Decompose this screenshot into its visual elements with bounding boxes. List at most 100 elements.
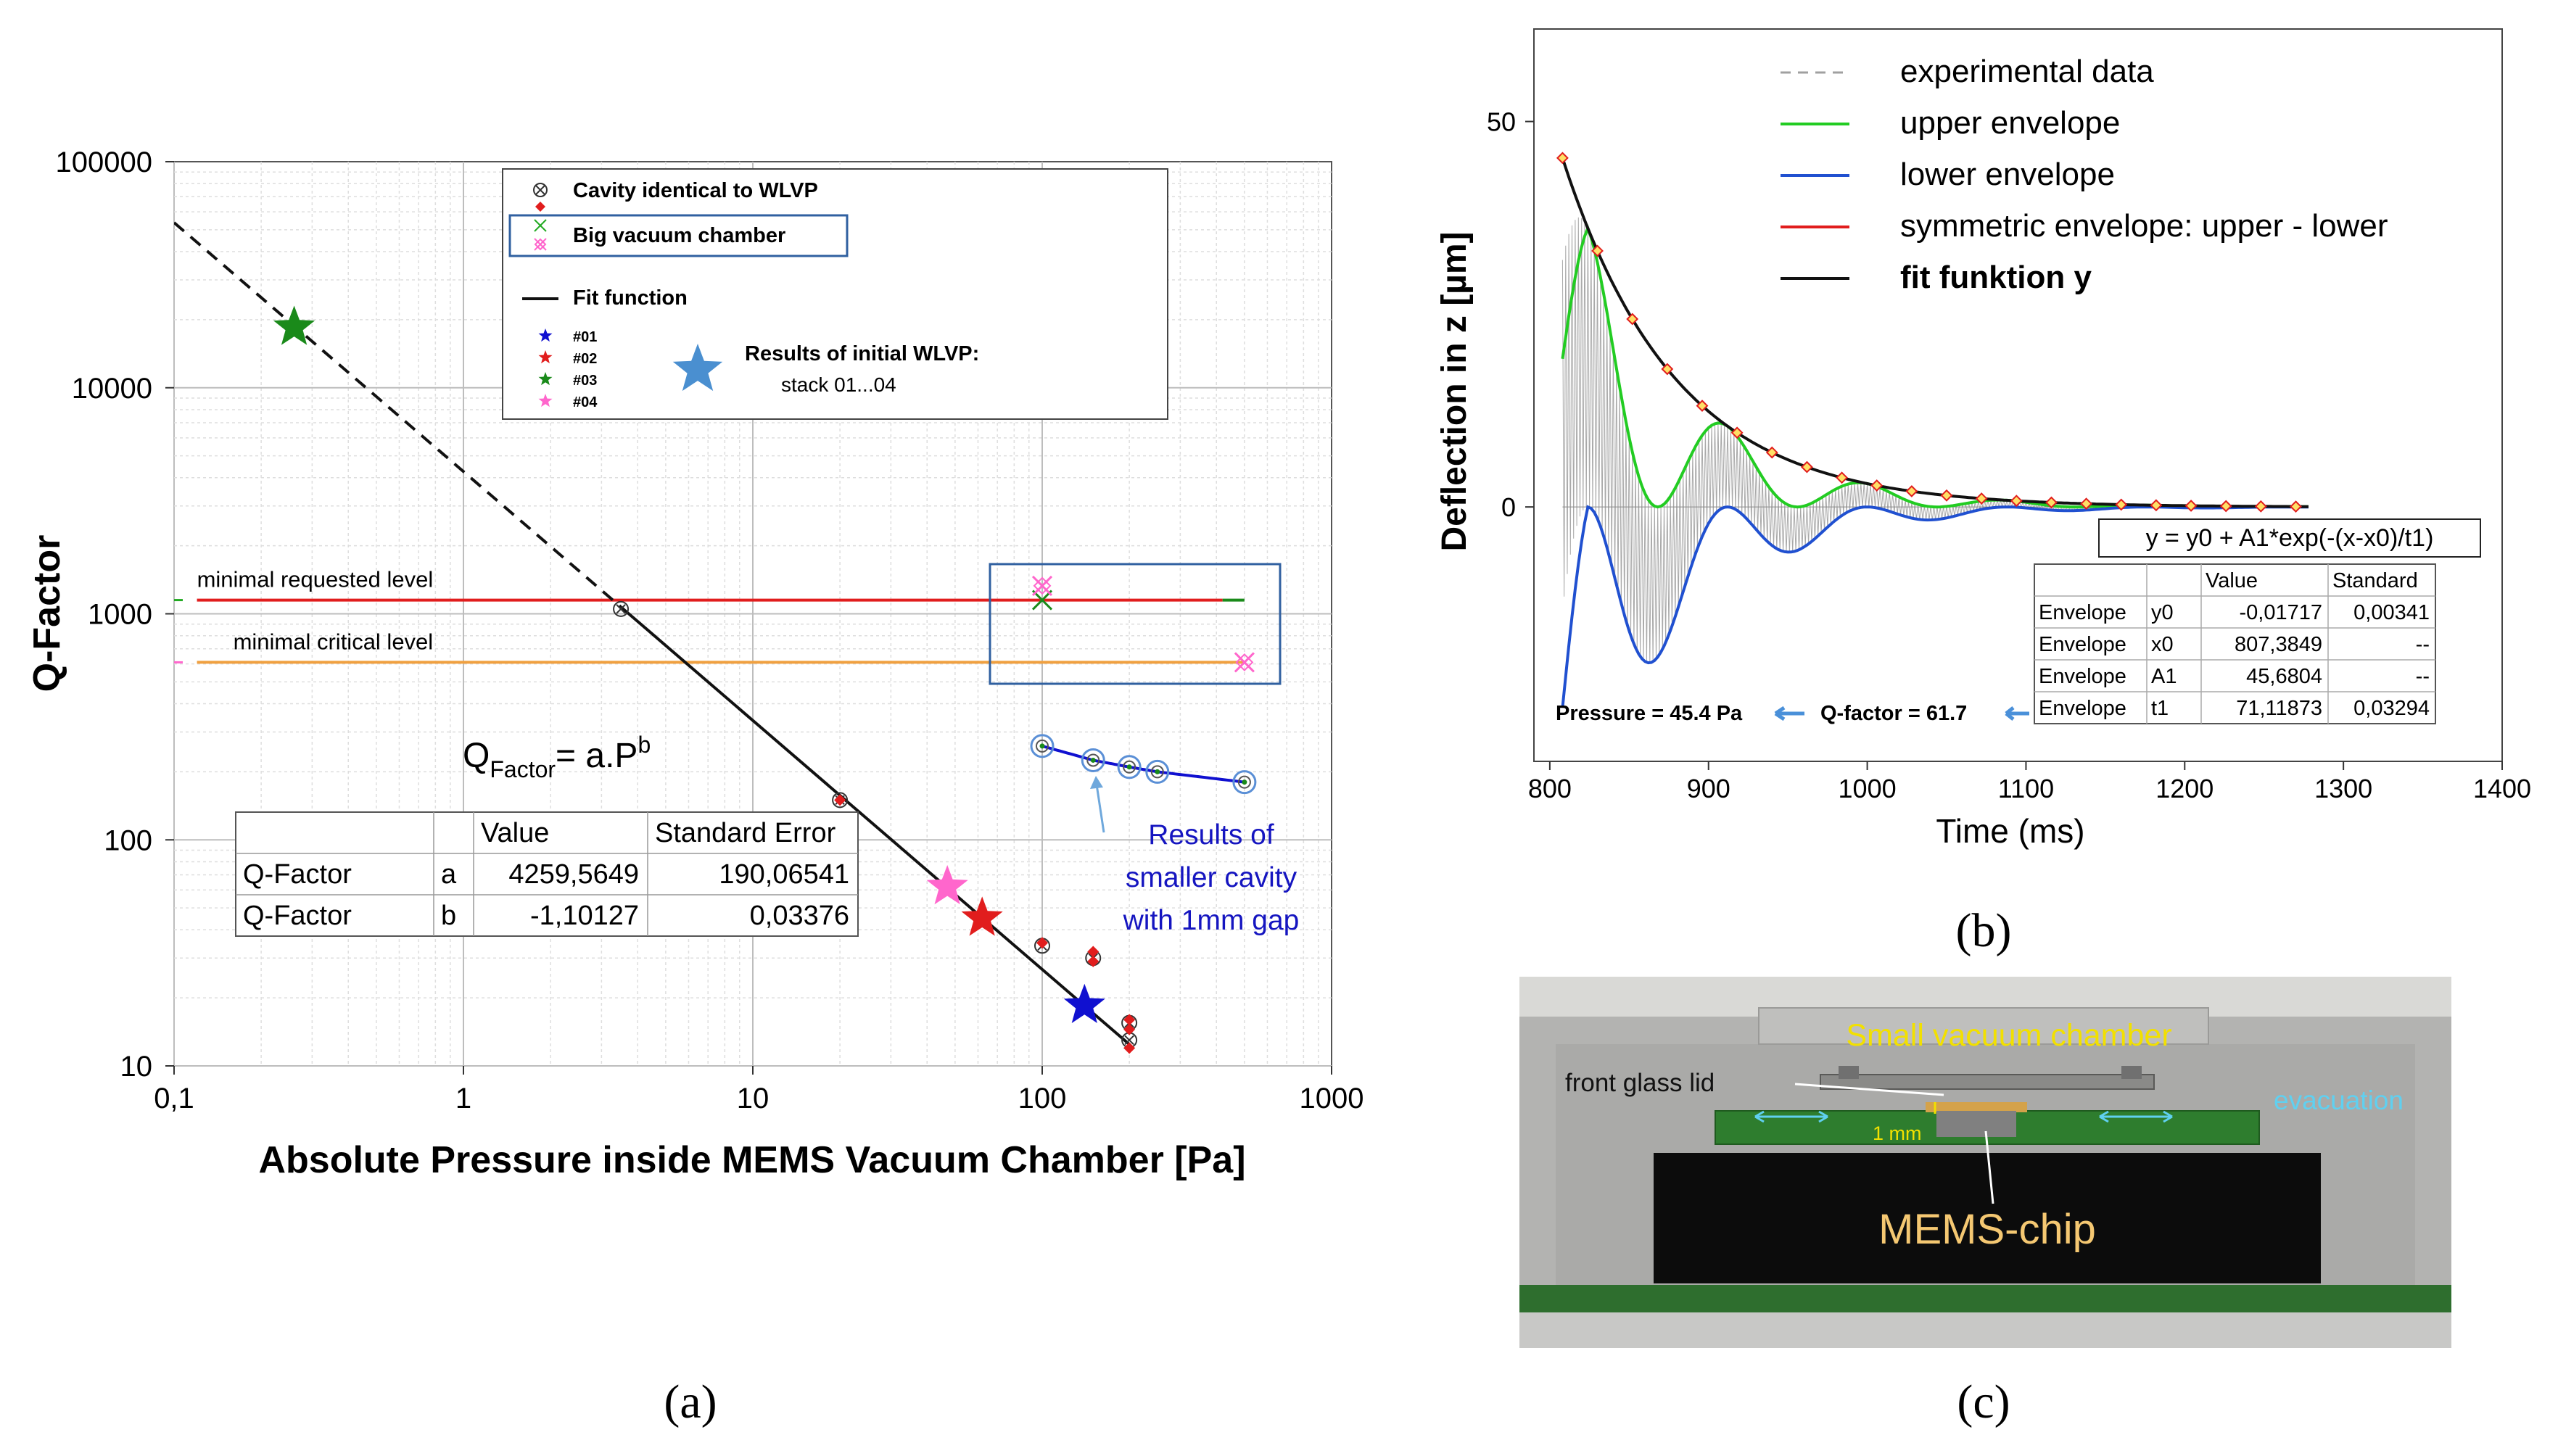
legend-big-pink-diamond: [534, 238, 547, 251]
param-table-cell: --: [2416, 633, 2430, 656]
star-marker-01: [1063, 983, 1105, 1023]
smaller-cavity-point-inner: [1086, 753, 1100, 767]
fit-table-a: Value Standard Error Q-Factor a 4259,5649 190…: [235, 811, 859, 937]
y-tick-label-a: 100: [104, 824, 152, 856]
red-diamond-point: [1123, 1023, 1136, 1035]
equation-b: y = y0 + A1*exp(-(x-x0)/t1): [2146, 524, 2434, 552]
x-tick-label-b: 1400: [2473, 774, 2531, 803]
symmetric-envelope-point: [1836, 471, 1848, 484]
red-diamond-point: [1036, 937, 1048, 949]
fit-table-cell: -1,10127: [530, 901, 639, 931]
level-label-1: minimal critical level: [234, 629, 434, 654]
small-chamber-label: Small vacuum chamber: [1846, 1018, 2171, 1053]
panel-label-a: (a): [664, 1376, 717, 1428]
param-table-cell: 807,3849: [2235, 633, 2322, 656]
symmetric-envelope-point: [1940, 489, 1953, 502]
pressure-arrow: [1774, 706, 1804, 721]
symmetric-envelope-point: [2290, 500, 2302, 513]
legend-star-01: [538, 328, 553, 342]
plot-a-ticks: 0,1 1 10 100 1000 10 100 1000 10000 100000: [56, 146, 1364, 1114]
param-table-cell: x0: [2151, 633, 2174, 656]
equation-b-box: [2098, 518, 2481, 558]
symmetric-envelope-point: [2045, 496, 2058, 509]
cavity-point: [613, 600, 630, 617]
legend-star-03: [538, 372, 553, 386]
symmetric-envelope-point: [1626, 313, 1639, 326]
cavity-point-cross: [616, 604, 626, 614]
legend-cavity-label: Cavity identical to WLVP: [573, 179, 818, 202]
big-chamber-point: [1031, 575, 1053, 596]
fit-table-cell: 0,03376: [750, 901, 849, 931]
legend-star-label: #04: [573, 394, 598, 410]
legend-star-label: #01: [573, 329, 597, 345]
x-tick-label-a: 10: [737, 1083, 770, 1114]
y-axis-label-b: Deflection in z [µm]: [1435, 232, 1474, 552]
star-marker-03: [273, 305, 315, 345]
legend-fit-label: Fit function: [573, 286, 688, 310]
smaller-cavity-point: [1232, 770, 1257, 795]
equation-q: Q: [463, 737, 490, 775]
smaller-cavity-point: [1030, 734, 1055, 758]
fit-table-border: [235, 811, 859, 937]
symmetric-envelope-point: [2254, 500, 2267, 513]
x-tick-label-b: 900: [1687, 774, 1730, 803]
mems-chip: [1936, 1111, 2016, 1137]
panel-b: 800 900 1000 1100 1200 1300 1400 0 50 experiment…: [1435, 28, 2531, 957]
legend-b-label-1: upper envelope: [1900, 105, 2120, 141]
symmetric-envelope-point: [1661, 363, 1674, 376]
smaller-cavity-point-dot: [1155, 769, 1160, 774]
param-table-cell: Envelope: [2039, 697, 2126, 720]
annotation-arrow: [1095, 784, 1105, 833]
y-tick-label-b: 50: [1487, 107, 1516, 137]
y-tick-label-a: 100000: [56, 146, 152, 178]
equation-a: QFactor= a.Pb: [463, 732, 651, 782]
legend-star-02: [538, 350, 553, 364]
x-tick-label-b: 1300: [2314, 774, 2372, 803]
lid-clamp-left: [1839, 1066, 1859, 1079]
plot-a-levels: minimal requested level minimal critical …: [174, 567, 1245, 664]
smaller-cavity-point-dot: [1242, 779, 1247, 785]
x-tick-label-b: 1000: [1839, 774, 1897, 803]
fit-table-cell: Q-Factor: [243, 901, 352, 931]
panel-label-c: (c): [1957, 1376, 2010, 1428]
annotation-line-1: Results of: [1148, 819, 1274, 851]
qfactor-note: Q-factor = 61.7: [1820, 702, 1967, 725]
red-diamond-point: [1087, 955, 1099, 967]
x-tick-label-b: 1200: [2155, 774, 2214, 803]
big-chamber-point-diamond: [1033, 576, 1052, 595]
fit-table-cell: b: [441, 901, 456, 931]
param-table-cell: t1: [2151, 697, 2169, 720]
symmetric-envelope-point: [2010, 495, 2023, 508]
evacuation-label: evacuation: [2274, 1085, 2404, 1115]
panel-a: 0,1 1 10 100 1000 10 100 1000 10000 100000 minima…: [26, 146, 1363, 1428]
fit-table-cell: 4259,5649: [508, 859, 639, 890]
smaller-cavity-point-inner: [1123, 760, 1136, 774]
param-table-cell: 0,00341: [2353, 601, 2430, 624]
annotation-smaller-cavity: Results of smaller cavity with 1mm gap: [1090, 776, 1299, 936]
symmetric-envelope-point: [1801, 460, 1813, 473]
legend-b-label-3: symmetric envelope: upper - lower: [1900, 208, 2388, 244]
annotation-line-3: with 1mm gap: [1123, 905, 1300, 936]
legend-star-label: #03: [573, 373, 597, 389]
lid-clamp-right: [2121, 1066, 2142, 1079]
param-table-cell: Envelope: [2039, 601, 2126, 624]
panel-label-b: (b): [1956, 904, 2012, 957]
red-diamond-point: [834, 794, 846, 806]
plot-a-data: [174, 221, 1257, 1054]
fit-table-cell: a: [441, 859, 457, 890]
x-tick-label-a: 100: [1018, 1083, 1067, 1114]
param-table-cell: -0,01717: [2240, 601, 2323, 624]
x-tick-label-b: 1100: [1998, 774, 2054, 803]
photo-c-inner-chamber: [1758, 1007, 2209, 1045]
fit-line-solid: [619, 605, 1131, 1046]
legend-results-sub: stack 01...04: [781, 373, 896, 396]
front-glass-lid: [1820, 1074, 2155, 1090]
param-table-cell: 45,6804: [2246, 665, 2322, 688]
legend-big-green-cross: [534, 219, 547, 232]
symmetric-envelope-point: [2184, 500, 2198, 512]
evacuation-arrow-left: [1754, 1110, 1828, 1123]
x-tick-label-a: 1000: [1300, 1083, 1364, 1114]
smaller-cavity-point-dot: [1039, 743, 1045, 749]
symmetric-envelope-point: [1905, 485, 1918, 497]
symmetric-envelope-point: [2080, 497, 2093, 510]
